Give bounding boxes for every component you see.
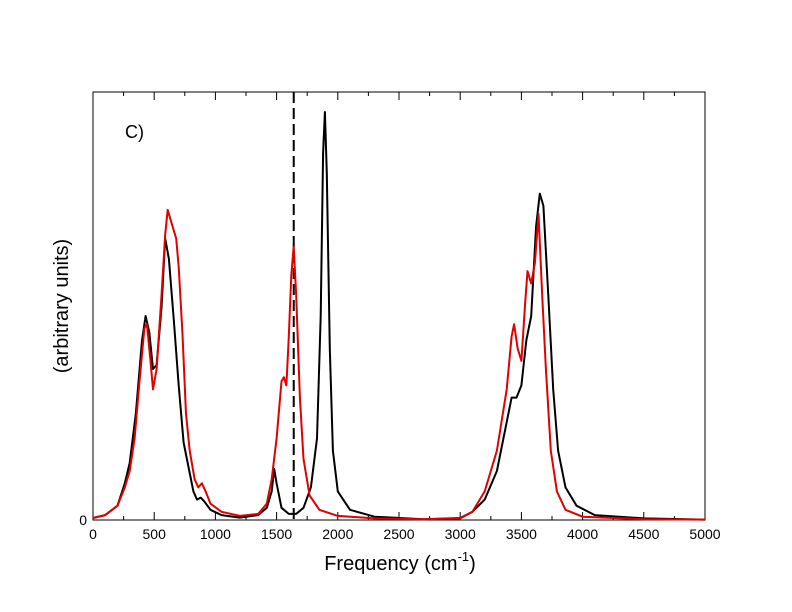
x-tick-label: 2000 bbox=[322, 526, 353, 542]
y-axis-ticks: 0 bbox=[79, 512, 87, 528]
panel-label: C) bbox=[125, 122, 144, 142]
x-tick-label: 3500 bbox=[506, 526, 537, 542]
x-axis-ticks: 0 500 1000 1500 2000 2500 3000 3500 4000 4500 5000 bbox=[89, 92, 721, 542]
x-tick-label: 4000 bbox=[567, 526, 598, 542]
x-tick-label: 2500 bbox=[383, 526, 414, 542]
x-tick-label: 3000 bbox=[445, 526, 476, 542]
x-tick-label: 4500 bbox=[628, 526, 659, 542]
x-axis-title-text: Frequency (cm bbox=[324, 553, 457, 575]
y-tick-label: 0 bbox=[79, 512, 87, 528]
x-axis-title-superscript: -1 bbox=[458, 549, 470, 564]
x-tick-label: 1500 bbox=[261, 526, 292, 542]
plot-frame bbox=[92, 91, 706, 521]
series-line-red bbox=[92, 208, 706, 521]
series-group bbox=[92, 111, 706, 521]
y-axis-title: (arbitrary units) bbox=[51, 239, 73, 373]
x-axis-title-close: ) bbox=[469, 553, 476, 575]
x-tick-label: 5000 bbox=[689, 526, 720, 542]
x-tick-label: 0 bbox=[89, 526, 97, 542]
x-tick-label: 1000 bbox=[200, 526, 231, 542]
series-line-black bbox=[92, 111, 706, 521]
x-tick-label: 500 bbox=[143, 526, 167, 542]
x-axis-title: Frequency (cm-1) bbox=[324, 549, 476, 575]
